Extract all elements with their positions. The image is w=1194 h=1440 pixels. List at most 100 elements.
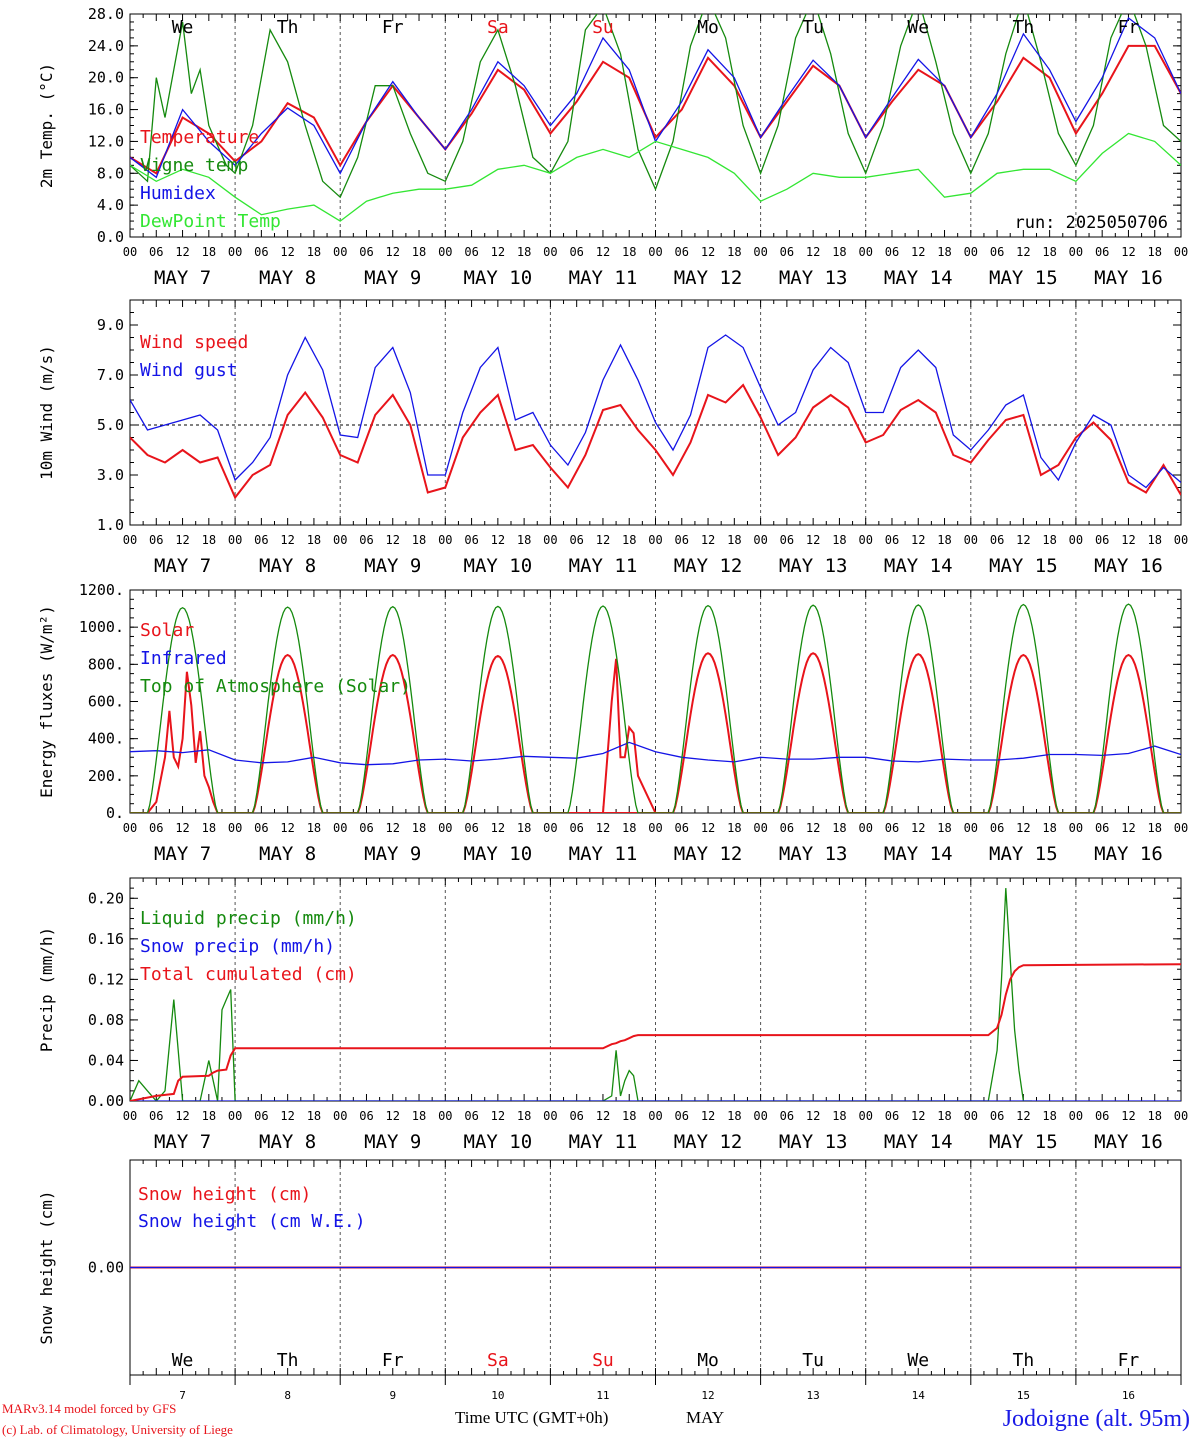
hour-tick-label: 00	[648, 533, 662, 547]
date-label: MAY 12	[674, 555, 743, 577]
hour-tick-label: 06	[464, 245, 478, 259]
legend-entry: Vigne temp	[140, 155, 248, 176]
hour-tick-label: 18	[727, 533, 741, 547]
hour-tick-label: 00	[1069, 821, 1083, 835]
day-number: 12	[701, 1389, 714, 1402]
hour-tick-label: 18	[307, 821, 321, 835]
date-label: MAY 16	[1094, 267, 1163, 289]
hour-tick-label: 18	[412, 1109, 426, 1123]
date-label: MAY 8	[259, 267, 316, 289]
y-axis-label: Precip (mm/h)	[37, 927, 56, 1052]
series-dewpoint-temp	[130, 132, 1181, 222]
date-label: MAY 11	[569, 843, 638, 865]
hour-tick-label: 06	[254, 245, 268, 259]
hour-tick-label: 00	[333, 533, 347, 547]
day-number: 7	[179, 1389, 186, 1402]
solar-series-day4	[602, 658, 657, 813]
hour-tick-label: 12	[911, 533, 925, 547]
date-label: MAY 7	[154, 843, 211, 865]
hour-tick-label: 06	[780, 821, 794, 835]
hour-tick-label: 06	[569, 1109, 583, 1123]
series-wind-gust	[130, 334, 1181, 489]
hour-tick-label: 06	[149, 1109, 163, 1123]
hour-tick-label: 06	[780, 533, 794, 547]
weekday-label: Th	[1013, 17, 1035, 38]
date-label: MAY 14	[884, 843, 953, 865]
legend-entry: Temperature	[140, 127, 259, 148]
day-number: 11	[596, 1389, 609, 1402]
date-label: MAY 12	[674, 267, 743, 289]
hour-tick-label: 12	[596, 821, 610, 835]
date-label: MAY 10	[464, 555, 533, 577]
hour-tick-label: 12	[386, 533, 400, 547]
y-tick-label: 8.0	[97, 164, 124, 182]
series-liquid-precip-mm-h-	[130, 888, 1033, 1101]
hour-tick-label: 18	[202, 821, 216, 835]
y-tick-label: 600.	[88, 693, 124, 711]
hour-tick-label: 00	[858, 821, 872, 835]
date-label: MAY 9	[364, 267, 421, 289]
date-label: MAY 13	[779, 555, 848, 577]
weekday-label: Th	[1013, 1350, 1035, 1371]
hour-tick-label: 18	[202, 245, 216, 259]
weekday-label: Fr	[1118, 1350, 1140, 1371]
hour-tick-label: 18	[517, 821, 531, 835]
series-wind-speed	[130, 383, 1181, 500]
date-label: MAY 7	[154, 555, 211, 577]
hour-tick-label: 12	[1121, 821, 1135, 835]
run-label: run: 2025050706	[1014, 213, 1168, 233]
hour-tick-label: 12	[491, 821, 505, 835]
hour-tick-label: 12	[701, 821, 715, 835]
hour-tick-label: 06	[254, 533, 268, 547]
hour-tick-label: 06	[359, 1109, 373, 1123]
hour-tick-label: 06	[885, 821, 899, 835]
hour-tick-label: 06	[990, 533, 1004, 547]
hour-tick-label: 12	[1121, 1109, 1135, 1123]
legend-entry: Liquid precip (mm/h)	[140, 908, 357, 929]
panel-5: 0.00 Snow height (cm) Snow height (cm) Snow…	[37, 1159, 1182, 1385]
hour-tick-label: 12	[911, 245, 925, 259]
date-label: MAY 11	[569, 267, 638, 289]
hour-tick-label: 00	[438, 245, 452, 259]
hour-tick-label: 00	[228, 1109, 242, 1123]
hour-tick-label: 00	[964, 821, 978, 835]
weekday-label: Sa	[487, 17, 509, 38]
date-label: MAY 13	[779, 1131, 848, 1153]
hour-tick-label: 12	[280, 533, 294, 547]
hour-tick-label: 00	[1174, 821, 1188, 835]
hour-tick-label: 18	[622, 1109, 636, 1123]
hour-tick-label: 06	[359, 245, 373, 259]
series-vigne-temp	[130, 14, 1181, 199]
date-label: MAY 16	[1094, 1131, 1163, 1153]
date-label: MAY 13	[779, 843, 848, 865]
hour-tick-label: 18	[937, 245, 951, 259]
date-label: MAY 16	[1094, 555, 1163, 577]
weekday-label: Fr	[382, 17, 404, 38]
hour-tick-label: 06	[885, 245, 899, 259]
y-tick-label: 1000.	[79, 618, 124, 636]
series-group	[130, 888, 1181, 1101]
hour-tick-label: 18	[202, 1109, 216, 1123]
hour-tick-label: 00	[753, 1109, 767, 1123]
date-label: MAY 14	[884, 1131, 953, 1153]
date-label: MAY 8	[259, 555, 316, 577]
date-label: MAY 15	[989, 843, 1058, 865]
y-tick-label: 0.16	[88, 930, 124, 948]
hour-tick-label: 00	[1174, 533, 1188, 547]
hour-tick-label: 18	[517, 1109, 531, 1123]
hour-tick-label: 18	[1147, 245, 1161, 259]
weekday-label: Th	[277, 17, 299, 38]
y-tick-label: 5.0	[97, 416, 124, 434]
date-label: MAY 10	[464, 843, 533, 865]
hour-tick-label: 18	[832, 533, 846, 547]
hour-tick-label: 06	[675, 245, 689, 259]
panel-2: 1.0 3.0 5.0 7.0 9.0 10m Wind (m/s) Wind speed W…	[37, 299, 1188, 577]
hour-tick-label: 06	[675, 533, 689, 547]
hour-tick-label: 12	[280, 1109, 294, 1123]
hour-tick-label: 12	[175, 533, 189, 547]
y-tick-label: 3.0	[97, 466, 124, 484]
hour-tick-label: 06	[149, 821, 163, 835]
hour-tick-label: 18	[1042, 821, 1056, 835]
hour-tick-label: 18	[412, 533, 426, 547]
legend-entry: DewPoint Temp	[140, 211, 281, 232]
